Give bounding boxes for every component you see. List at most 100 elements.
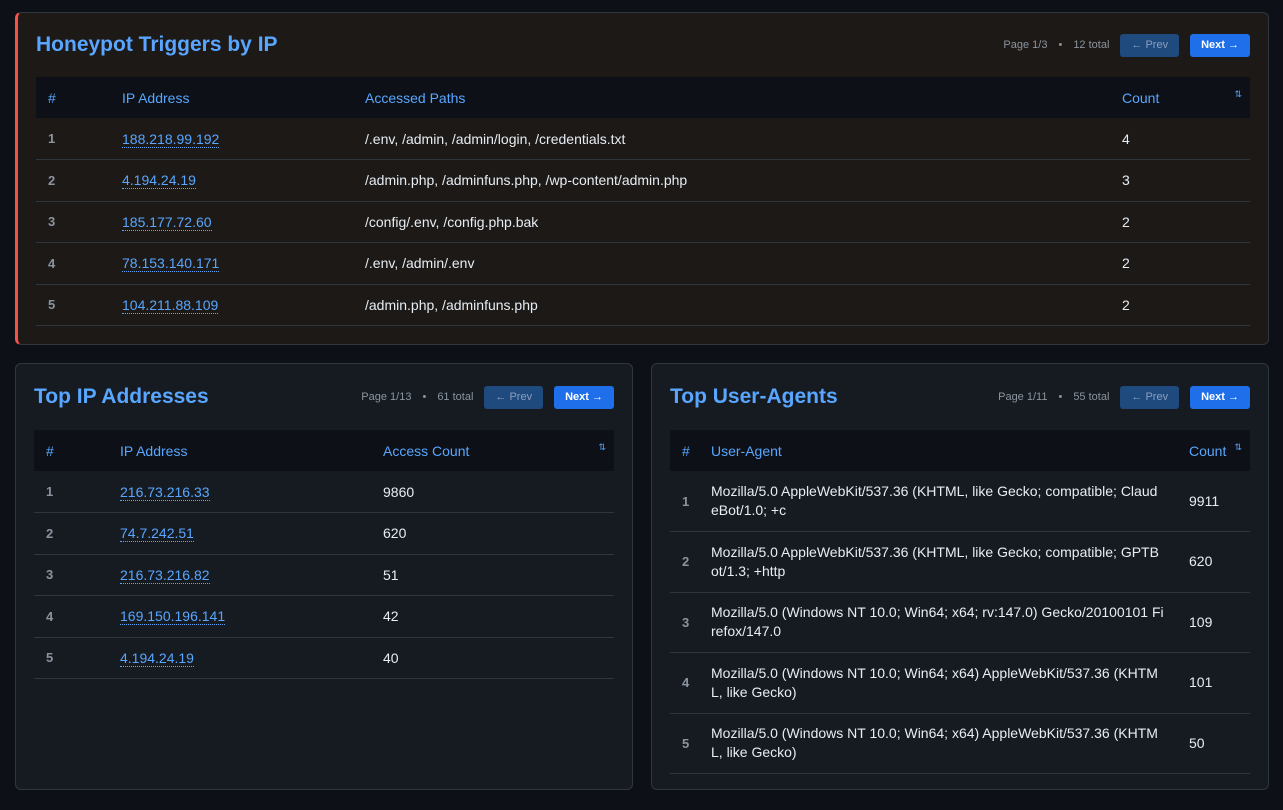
value-cell: /config/.env, /config.php.bak <box>353 201 1110 243</box>
table-row: 4 78.153.140.171 /.env, /admin/.env 2 <box>36 242 1250 285</box>
table-row: 1 Mozilla/5.0 AppleWebKit/537.36 (KHTML, … <box>670 471 1250 532</box>
page-info: Page 1/11 <box>998 391 1048 403</box>
value-cell: 40 <box>371 637 614 679</box>
ip-cell: 74.7.242.51 <box>108 512 371 555</box>
ip-link[interactable]: 185.177.72.60 <box>122 213 212 231</box>
value-cell: 51 <box>371 554 614 596</box>
ip-cell: 188.218.99.192 <box>110 118 353 160</box>
ip-cell: 169.150.196.141 <box>108 595 371 638</box>
top-uas-card: Top User-Agents Page 1/11 • 55 total ← Pre… <box>651 363 1269 790</box>
page-info: Page 1/3 <box>1003 39 1048 51</box>
ip-cell: 216.73.216.33 <box>108 471 371 513</box>
table-row: 4 Mozilla/5.0 (Windows NT 10.0; Win64; x6… <box>670 652 1250 714</box>
value-cell: 109 <box>1177 592 1250 653</box>
value-cell: Mozilla/5.0 (Windows NT 10.0; Win64; x64… <box>699 592 1177 653</box>
honeypot-table: # IP Address Accessed Paths Count ⇅ 1 188.… <box>36 77 1250 326</box>
ip-link[interactable]: 4.194.24.19 <box>122 172 196 190</box>
prev-button[interactable]: ← Prev <box>1120 385 1180 409</box>
col-count-label: Count <box>1189 442 1227 459</box>
ip-link[interactable]: 216.73.216.82 <box>120 566 210 584</box>
table-row: 5 Mozilla/5.0 (Windows NT 10.0; Win64; x6… <box>670 713 1250 774</box>
card-title: Top IP Addresses <box>34 385 209 408</box>
value-cell: 2 <box>1110 242 1250 285</box>
next-button[interactable]: Next → <box>1190 33 1250 57</box>
sort-arrows-icon[interactable]: ⇅ <box>1234 89 1242 99</box>
col-rank[interactable]: # <box>34 430 108 471</box>
ip-link[interactable]: 4.194.24.19 <box>120 649 194 667</box>
col-count[interactable]: Count ⇅ <box>1110 77 1250 118</box>
total-count: 61 total <box>437 391 474 403</box>
ip-link[interactable]: 78.153.140.171 <box>122 255 220 273</box>
ip-cell: 104.211.88.109 <box>110 284 353 326</box>
ip-link[interactable]: 74.7.242.51 <box>120 525 194 543</box>
card-title: Top User-Agents <box>670 385 838 408</box>
value-cell: Mozilla/5.0 (Windows NT 10.0; Win64; x64… <box>699 713 1177 774</box>
value-cell: Mozilla/5.0 (Windows NT 10.0; Win64; x64… <box>699 652 1177 714</box>
sort-arrows-icon[interactable]: ⇅ <box>1234 442 1242 452</box>
rank-cell: 4 <box>670 652 699 714</box>
rank-cell: 2 <box>34 512 108 555</box>
value-cell: 50 <box>1177 713 1250 774</box>
value-cell: /admin.php, /adminfuns.php, /wp-content/… <box>353 159 1110 202</box>
prev-button[interactable]: ← Prev <box>484 385 544 409</box>
col-paths[interactable]: Accessed Paths <box>353 77 1110 118</box>
rank-cell: 2 <box>36 159 110 202</box>
value-cell: 2 <box>1110 284 1250 326</box>
ip-link[interactable]: 169.150.196.141 <box>120 608 226 626</box>
rank-cell: 1 <box>670 471 699 532</box>
table-row: 2 Mozilla/5.0 AppleWebKit/537.36 (KHTML, … <box>670 531 1250 593</box>
col-count[interactable]: Count ⇅ <box>1177 430 1250 471</box>
value-cell: Mozilla/5.0 AppleWebKit/537.36 (KHTML, l… <box>699 471 1177 532</box>
prev-button[interactable]: ← Prev <box>1120 33 1180 57</box>
rank-cell: 2 <box>670 531 699 593</box>
rank-cell: 5 <box>670 713 699 774</box>
sort-arrows-icon[interactable]: ⇅ <box>598 442 606 452</box>
table-row: 2 74.7.242.51 620 <box>34 512 614 555</box>
next-button[interactable]: Next → <box>554 385 614 409</box>
value-cell: 101 <box>1177 652 1250 714</box>
table-row: 2 4.194.24.19/admin.php, /adminfuns.php, … <box>36 159 1250 202</box>
table-row: 1 188.218.99.192 /.env, /admin, /admin/log… <box>36 118 1250 160</box>
rank-cell: 1 <box>34 471 108 513</box>
table-row: 5 104.211.88.109/admin.php, /adminfuns.ph… <box>36 284 1250 326</box>
ip-link[interactable]: 188.218.99.192 <box>122 130 220 148</box>
value-cell: 4 <box>1110 118 1250 160</box>
rank-cell: 4 <box>36 242 110 285</box>
total-count: 55 total <box>1073 391 1110 403</box>
ip-cell: 4.194.24.19 <box>108 637 371 679</box>
col-count[interactable]: Access Count ⇅ <box>371 430 614 471</box>
ip-link[interactable]: 104.211.88.109 <box>122 296 219 314</box>
col-count-label: Access Count <box>383 442 470 459</box>
total-count: 12 total <box>1073 39 1110 51</box>
value-cell: 2 <box>1110 201 1250 243</box>
ip-cell: 78.153.140.171 <box>110 242 353 285</box>
ip-cell: 216.73.216.82 <box>108 554 371 596</box>
top-uas-table: # User-Agent Count ⇅ 1 Mozilla/5.0 AppleWe… <box>670 430 1250 774</box>
next-button[interactable]: Next → <box>1190 385 1250 409</box>
table-row: 1 216.73.216.33 9860 <box>34 471 614 513</box>
value-cell: 620 <box>1177 531 1250 593</box>
ip-link[interactable]: 216.73.216.33 <box>120 483 210 501</box>
table-row: 5 4.194.24.19 40 <box>34 637 614 679</box>
table-row: 4 169.150.196.141 42 <box>34 595 614 638</box>
table-row: 3 185.177.72.60/config/.env, /config.php.… <box>36 201 1250 243</box>
value-cell: 620 <box>371 512 614 555</box>
top-ips-card: Top IP Addresses Page 1/13 • 61 total ← Pr… <box>15 363 633 790</box>
col-ip[interactable]: IP Address <box>108 430 371 471</box>
col-ua[interactable]: User-Agent <box>699 430 1177 471</box>
top-ips-table: # IP Address Access Count ⇅ 1 216.73.216.3… <box>34 430 614 679</box>
col-ip[interactable]: IP Address <box>110 77 353 118</box>
value-cell: 3 <box>1110 159 1250 202</box>
rank-cell: 3 <box>36 201 110 243</box>
ip-cell: 4.194.24.19 <box>110 159 353 202</box>
rank-cell: 3 <box>670 592 699 653</box>
card-title: Honeypot Triggers by IP <box>36 33 278 56</box>
page-info: Page 1/13 <box>361 391 412 403</box>
col-count-label: Count <box>1122 89 1160 106</box>
value-cell: 42 <box>371 595 614 638</box>
value-cell: 9860 <box>371 471 614 513</box>
col-rank[interactable]: # <box>36 77 110 118</box>
col-rank[interactable]: # <box>670 430 699 471</box>
value-cell: /admin.php, /adminfuns.php <box>353 284 1110 326</box>
rank-cell: 5 <box>36 284 110 326</box>
